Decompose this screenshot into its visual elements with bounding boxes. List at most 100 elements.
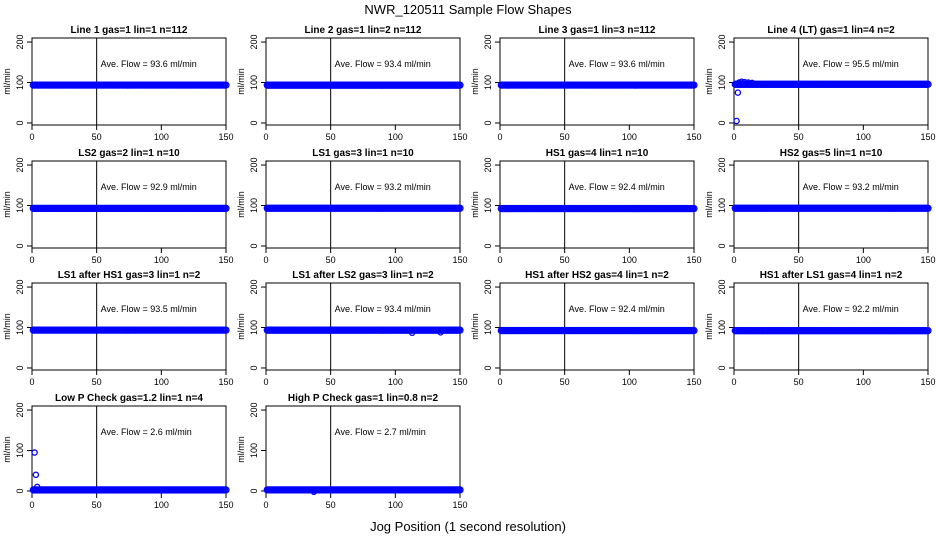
y-axis-label: ml/min (236, 436, 246, 463)
x-tick-label: 0 (263, 255, 268, 265)
x-tick-label: 100 (154, 377, 169, 387)
x-tick-label: 50 (92, 377, 102, 387)
ave-flow-annotation: Ave. Flow = 95.5 ml/min (803, 59, 899, 69)
plot-frame (733, 160, 929, 249)
chart-panel: LS1 after HS1 gas=3 lin=1 n=2 0 50 100 150 0 1… (2, 270, 234, 387)
y-tick-label: 0 (483, 243, 493, 248)
y-tick-label: 200 (483, 280, 493, 295)
y-tick-label: 0 (717, 120, 727, 125)
y-tick-label: 0 (15, 243, 25, 248)
panel-title: LS2 gas=2 lin=1 n=10 (78, 148, 180, 159)
panel-title: Low P Check gas=1.2 lin=1 n=4 (55, 393, 203, 404)
ave-flow-annotation: Ave. Flow = 2.7 ml/min (335, 427, 426, 437)
y-tick-label: 100 (717, 75, 727, 90)
y-tick-label: 100 (15, 75, 25, 90)
y-axis-label: ml/min (704, 68, 714, 95)
x-tick-label: 150 (686, 255, 701, 265)
x-tick-label: 150 (920, 132, 935, 142)
y-axis-label: ml/min (470, 313, 480, 340)
y-tick-label: 0 (15, 365, 25, 370)
x-tick-label: 0 (29, 132, 34, 142)
ave-flow-annotation: Ave. Flow = 92.4 ml/min (569, 182, 665, 192)
plot-frame (499, 160, 695, 249)
x-tick-label: 50 (326, 500, 336, 510)
y-axis-label: ml/min (2, 68, 12, 95)
y-tick-label: 100 (15, 443, 25, 458)
figure-title: NWR_120511 Sample Flow Shapes (364, 2, 572, 17)
x-tick-label: 0 (29, 377, 34, 387)
y-tick-label: 200 (717, 158, 727, 173)
panel-title: HS1 after LS1 gas=4 lin=1 n=2 (760, 270, 903, 281)
data-point (36, 486, 44, 494)
x-tick-label: 100 (856, 255, 871, 265)
x-tick-label: 150 (452, 377, 467, 387)
data-point (456, 486, 464, 494)
x-tick-label: 100 (388, 500, 403, 510)
plot-frame (265, 405, 461, 494)
y-tick-label: 200 (15, 280, 25, 295)
plot-frame (499, 282, 695, 371)
chart-panel: LS1 after LS2 gas=3 lin=1 n=2 0 50 100 150 0 1… (236, 270, 468, 387)
data-point (748, 79, 756, 87)
data-point (456, 204, 464, 212)
data-point (222, 486, 230, 494)
ave-flow-annotation: Ave. Flow = 93.2 ml/min (335, 182, 431, 192)
x-tick-label: 150 (686, 132, 701, 142)
plot-frame (265, 160, 461, 249)
x-tick-label: 150 (218, 132, 233, 142)
data-point (924, 204, 932, 212)
y-axis-label: ml/min (236, 191, 246, 218)
x-tick-label: 50 (560, 132, 570, 142)
ave-flow-annotation: Ave. Flow = 93.6 ml/min (101, 59, 197, 69)
x-tick-label: 0 (731, 132, 736, 142)
y-axis-label: ml/min (236, 68, 246, 95)
x-tick-label: 100 (622, 377, 637, 387)
x-tick-label: 0 (263, 132, 268, 142)
ave-flow-annotation: Ave. Flow = 93.2 ml/min (803, 182, 899, 192)
x-tick-label: 0 (29, 255, 34, 265)
y-axis-label: ml/min (2, 436, 12, 463)
y-axis-label: ml/min (2, 191, 12, 218)
data-point (222, 204, 230, 213)
ave-flow-annotation: Ave. Flow = 93.5 ml/min (101, 304, 197, 314)
x-tick-label: 0 (263, 500, 268, 510)
data-point (456, 81, 464, 89)
ave-flow-annotation: Ave. Flow = 2.6 ml/min (101, 427, 192, 437)
x-tick-label: 50 (794, 255, 804, 265)
ave-flow-annotation: Ave. Flow = 92.9 ml/min (101, 182, 197, 192)
x-tick-label: 150 (452, 255, 467, 265)
y-tick-label: 0 (15, 120, 25, 125)
x-tick-label: 100 (622, 255, 637, 265)
y-tick-label: 0 (483, 120, 493, 125)
y-tick-label: 100 (483, 198, 493, 213)
chart-panel: Line 3 gas=1 lin=3 n=112 0 50 100 150 0 100 200… (470, 25, 702, 142)
x-tick-label: 150 (452, 500, 467, 510)
y-tick-label: 0 (249, 365, 259, 370)
ave-flow-annotation: Ave. Flow = 93.4 ml/min (335, 304, 431, 314)
y-tick-label: 0 (483, 365, 493, 370)
data-point (690, 204, 698, 213)
y-tick-label: 200 (15, 35, 25, 50)
plot-frame (31, 160, 227, 249)
plot-frame (31, 405, 227, 494)
chart-panel: LS1 gas=3 lin=1 n=10 0 50 100 150 0 100 200 ml/m… (236, 148, 468, 265)
x-tick-label: 50 (92, 500, 102, 510)
y-tick-label: 0 (15, 488, 25, 493)
x-tick-label: 0 (731, 377, 736, 387)
panel-title: High P Check gas=1 lin=0.8 n=2 (288, 393, 439, 404)
data-point (310, 488, 318, 496)
panel-title: Line 1 gas=1 lin=1 n=112 (70, 25, 187, 36)
y-axis-label: ml/min (236, 313, 246, 340)
panel-title: Line 2 gas=1 lin=2 n=112 (304, 25, 421, 36)
ave-flow-annotation: Ave. Flow = 92.4 ml/min (569, 304, 665, 314)
y-axis-label: ml/min (470, 191, 480, 218)
data-point (690, 81, 698, 89)
y-tick-label: 100 (249, 320, 259, 335)
y-tick-label: 100 (15, 320, 25, 335)
x-tick-label: 150 (218, 377, 233, 387)
x-tick-label: 150 (686, 377, 701, 387)
y-tick-label: 0 (717, 365, 727, 370)
plot-frame (265, 37, 461, 126)
y-tick-label: 200 (717, 35, 727, 50)
